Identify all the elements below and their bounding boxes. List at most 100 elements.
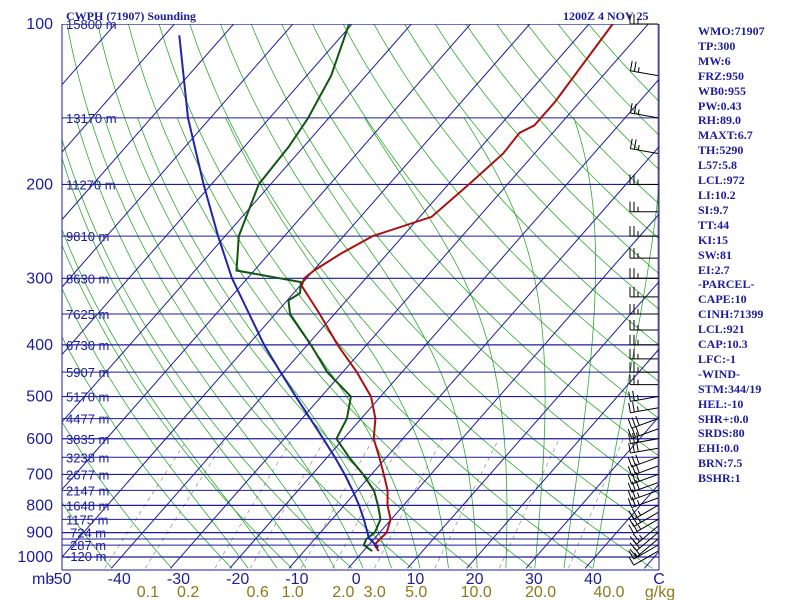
chart-title-datetime: 1200Z 4 NOV 25 [563, 9, 649, 23]
index-item: SW:81 [698, 247, 733, 262]
isotherm-line [62, 24, 176, 153]
isotherm-line [229, 78, 659, 569]
index-item: -PARCEL- [698, 277, 755, 292]
wind-barb [628, 402, 659, 414]
wind-barb [629, 362, 658, 373]
index-item: MW:6 [698, 53, 731, 68]
height-label: 3238 m [66, 450, 109, 465]
index-item: CINH:71399 [698, 307, 764, 322]
mixing-ratio-line [434, 438, 500, 569]
temperature-tick-label: 10 [406, 571, 424, 588]
index-item: EI:2.7 [698, 262, 730, 277]
wind-barb [629, 374, 658, 386]
wind-barb [629, 174, 658, 185]
indices-list: WMO:71907 TP:300 MW:6 FRZ:950 WB0:955 PW:0.43… [698, 24, 798, 486]
mixing-ratio-label: 5.0 [405, 584, 427, 600]
dry-adiabat-line [342, 24, 659, 382]
wind-barb [628, 390, 659, 402]
height-label: 6730 m [66, 338, 109, 353]
temperature-tick-label: 30 [525, 571, 543, 588]
wind-barb [629, 303, 658, 315]
dry-adiabat-line [312, 24, 659, 419]
frame-layer [61, 24, 660, 571]
isotherm-line [110, 24, 590, 569]
mixing-ratio-label: 3.0 [364, 584, 386, 600]
index-item: LCL:921 [698, 322, 745, 337]
temperature-tick-label: 20 [466, 571, 484, 588]
wind-barb [627, 496, 659, 509]
dry-adiabat-line [373, 24, 659, 346]
dry-adiabat-line [66, 24, 413, 569]
wind-barb [629, 319, 658, 331]
wind-barb [628, 550, 659, 566]
height-label: -120 m [66, 549, 106, 564]
isotherm-line [466, 348, 659, 569]
pressure-tick-label: 1000 [17, 549, 53, 566]
temperature-tick-label: -10 [285, 571, 308, 588]
dry-adiabat-line [281, 24, 659, 457]
mixing-ratio-label: 1.0 [282, 584, 304, 600]
height-label: 5170 m [66, 390, 109, 405]
isotherm-line [62, 24, 235, 221]
index-item: LFC:-1 [698, 351, 736, 366]
mixing-ratio-line [104, 438, 189, 569]
moist-adiabat-line [364, 117, 508, 569]
isotherm-line [62, 24, 531, 558]
wind-barb [629, 348, 658, 360]
index-item: BRN:7.5 [698, 456, 743, 471]
pressure-tick-label: 600 [26, 431, 53, 448]
wind-barb [629, 525, 659, 545]
height-label: 7625 m [66, 307, 109, 322]
index-item: L57:5.8 [698, 158, 737, 173]
index-item: TP:300 [698, 38, 736, 53]
height-label: 15800 m [66, 17, 117, 32]
wind-barb [628, 504, 659, 520]
mixing-ratio-line [300, 438, 374, 569]
profiles-layer [178, 24, 614, 552]
grid-layer [0, 12, 659, 569]
index-item: KI:15 [698, 232, 728, 247]
index-item: STM:344/19 [698, 381, 762, 396]
wind-barb [627, 489, 659, 501]
isotherm-line [288, 145, 659, 569]
dry-adiabat-line [158, 24, 593, 569]
height-label: 8630 m [66, 271, 109, 286]
height-label: 1648 m [66, 498, 109, 513]
pressure-tick-label: 200 [26, 176, 53, 193]
mixing-ratio-line [249, 438, 326, 569]
index-item: SI:9.7 [698, 202, 729, 217]
height-label: 9810 m [66, 229, 109, 244]
index-item: EHI:0.0 [698, 441, 740, 456]
pressure-tick-label: 100 [26, 16, 53, 33]
index-item: CAPE:10 [698, 292, 747, 307]
height-label: 4477 m [66, 412, 109, 427]
temperature-tick-label: -50 [48, 571, 71, 588]
mixing-ratio-line [214, 438, 293, 569]
index-item: LCL:972 [698, 173, 745, 188]
wind-barbs-layer [627, 14, 659, 566]
pressure-tick-label: 900 [26, 525, 53, 542]
mixing-ratio-line [144, 438, 227, 569]
height-label: 3835 m [66, 432, 109, 447]
wind-barb [629, 14, 658, 25]
mixing-ratio-label: 40.0 [593, 584, 624, 600]
mixing-ratio-label: 0.2 [177, 584, 199, 600]
mixing-ratio-label: 2.0 [332, 584, 354, 600]
wind-barb [628, 518, 659, 534]
temperature-tick-label: 0 [352, 571, 361, 588]
height-label: 2147 m [66, 483, 109, 498]
mixing-ratio-line [499, 438, 560, 569]
dry-adiabat-line [250, 24, 659, 495]
index-item: LI:10.2 [698, 187, 736, 202]
dry-adiabat-line [0, 12, 52, 568]
wind-barb [629, 138, 659, 155]
pressure-tick-label: 300 [26, 270, 53, 287]
dry-adiabat-line [404, 24, 659, 310]
moist-adiabat-line [104, 117, 364, 569]
dry-adiabat-line [62, 421, 173, 569]
wind-barb [627, 426, 659, 439]
parcel-trace [178, 35, 380, 549]
chart-title-station: CWPH (71907) Sounding [66, 9, 197, 23]
mixing-ratio-label: 20.0 [525, 584, 556, 600]
isotherm-line [525, 415, 659, 569]
